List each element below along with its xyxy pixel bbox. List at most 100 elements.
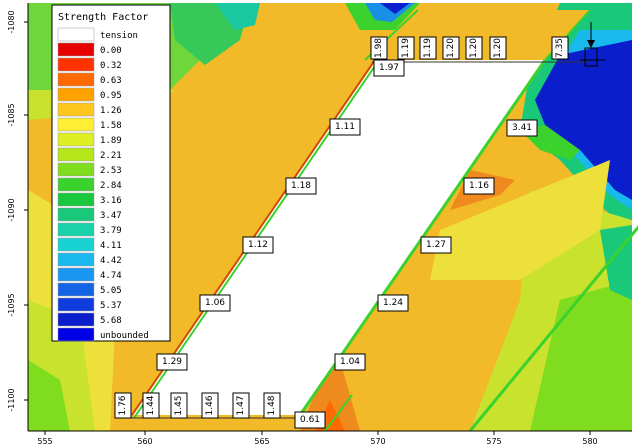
- value-label: 1.19: [419, 36, 437, 60]
- svg-text:0.61: 0.61: [300, 415, 320, 425]
- legend: Strength Factor tension 0.00 0.32 0.63 0.95 1…: [51, 4, 171, 342]
- svg-text:1.16: 1.16: [469, 181, 489, 191]
- svg-text:1.29: 1.29: [162, 357, 182, 367]
- y-tick-label: -1085: [7, 103, 16, 126]
- svg-text:1.19: 1.19: [401, 38, 411, 58]
- svg-text:3.41: 3.41: [512, 123, 532, 133]
- value-label: 1.44: [142, 392, 160, 419]
- svg-text:1.18: 1.18: [291, 181, 311, 191]
- x-tick-label: 560: [137, 437, 152, 446]
- svg-text:1.27: 1.27: [426, 240, 446, 250]
- value-label: 1.12: [242, 236, 274, 254]
- legend-swatch: [57, 147, 95, 162]
- legend-label: 3.47: [100, 211, 122, 221]
- value-label: 3.41: [506, 119, 538, 137]
- x-axis: 555 560 565 570 575 580: [28, 430, 632, 447]
- svg-text:1.12: 1.12: [248, 240, 268, 250]
- y-tick-label: -1090: [7, 198, 16, 221]
- legend-label: 5.05: [100, 286, 122, 296]
- value-labels: 1.98 1.19 1.19 1.20 1.20 1.20 7.35 1.97 1.11 3.41…: [114, 36, 569, 429]
- value-label: 1.48: [263, 392, 281, 419]
- legend-label: 4.11: [100, 241, 122, 251]
- y-tick-label: -1095: [7, 293, 16, 316]
- legend-label: 0.63: [100, 76, 122, 86]
- legend-swatch: [57, 297, 95, 312]
- legend-label: 4.74: [100, 271, 122, 281]
- svg-text:1.45: 1.45: [174, 395, 184, 415]
- legend-label: 0.32: [100, 61, 122, 71]
- legend-label: 2.84: [100, 181, 122, 191]
- legend-swatch: [57, 252, 95, 267]
- svg-text:1.19: 1.19: [423, 38, 433, 58]
- svg-text:1.11: 1.11: [335, 122, 355, 132]
- x-tick-label: 575: [486, 437, 501, 446]
- value-label: 1.29: [156, 353, 188, 371]
- svg-text:1.06: 1.06: [205, 298, 225, 308]
- svg-text:1.24: 1.24: [383, 298, 403, 308]
- value-label: 1.98: [370, 36, 388, 60]
- value-label: 1.16: [463, 177, 495, 195]
- legend-swatch: [57, 327, 95, 342]
- value-label: 1.20: [442, 36, 460, 60]
- svg-text:1.46: 1.46: [205, 395, 215, 415]
- svg-text:1.04: 1.04: [340, 357, 360, 367]
- legend-swatch: [57, 207, 95, 222]
- value-label: 1.20: [465, 36, 483, 60]
- legend-swatch: [57, 132, 95, 147]
- legend-swatch: [57, 27, 95, 42]
- value-label: 1.47: [232, 392, 250, 419]
- svg-text:1.97: 1.97: [379, 63, 399, 73]
- value-label: 1.46: [201, 392, 219, 419]
- value-label: 7.35: [551, 36, 569, 60]
- legend-swatch: [57, 222, 95, 237]
- value-label: 1.97: [373, 59, 405, 77]
- x-tick-label: 580: [582, 437, 597, 446]
- value-label: 1.45: [170, 392, 188, 419]
- svg-text:1.20: 1.20: [469, 38, 479, 58]
- svg-text:1.48: 1.48: [267, 395, 277, 415]
- legend-label: 1.58: [100, 121, 122, 131]
- legend-label: 3.79: [100, 226, 122, 236]
- value-label: 1.06: [199, 294, 231, 312]
- value-label: 1.04: [334, 353, 366, 371]
- value-label: 1.76: [114, 392, 132, 419]
- legend-swatch: [57, 42, 95, 57]
- value-label: 0.61: [294, 411, 326, 429]
- legend-swatch: [57, 102, 95, 117]
- legend-label: 5.37: [100, 301, 122, 311]
- y-tick-label: -1080: [7, 10, 16, 33]
- y-tick-label: -1100: [7, 388, 16, 411]
- legend-swatch: [57, 312, 95, 327]
- svg-text:1.20: 1.20: [446, 38, 456, 58]
- legend-swatch: [57, 162, 95, 177]
- legend-label: 3.16: [100, 196, 122, 206]
- svg-text:1.76: 1.76: [118, 395, 128, 415]
- legend-swatch: [57, 72, 95, 87]
- value-label: 1.19: [397, 36, 415, 60]
- legend-label: 1.26: [100, 106, 122, 116]
- legend-swatch: [57, 267, 95, 282]
- legend-swatch: [57, 177, 95, 192]
- value-label: 1.18: [285, 177, 317, 195]
- legend-label: 1.89: [100, 136, 122, 146]
- legend-swatch: [57, 192, 95, 207]
- svg-text:1.44: 1.44: [146, 395, 156, 415]
- legend-label: 2.21: [100, 151, 122, 161]
- legend-label: 4.42: [100, 256, 122, 266]
- svg-text:7.35: 7.35: [555, 38, 565, 58]
- svg-text:1.20: 1.20: [493, 38, 503, 58]
- x-tick-label: 570: [370, 437, 385, 446]
- legend-swatch: [57, 237, 95, 252]
- legend-swatch: [57, 117, 95, 132]
- svg-text:1.98: 1.98: [374, 38, 384, 58]
- svg-text:1.47: 1.47: [236, 395, 246, 415]
- x-tick-label: 565: [254, 437, 269, 446]
- legend-swatch: [57, 282, 95, 297]
- legend-label: 0.95: [100, 91, 122, 101]
- value-label: 1.20: [489, 36, 507, 60]
- legend-label: 5.68: [100, 316, 122, 326]
- legend-title: Strength Factor: [58, 12, 148, 23]
- legend-swatch: [57, 87, 95, 102]
- value-label: 1.11: [329, 118, 361, 136]
